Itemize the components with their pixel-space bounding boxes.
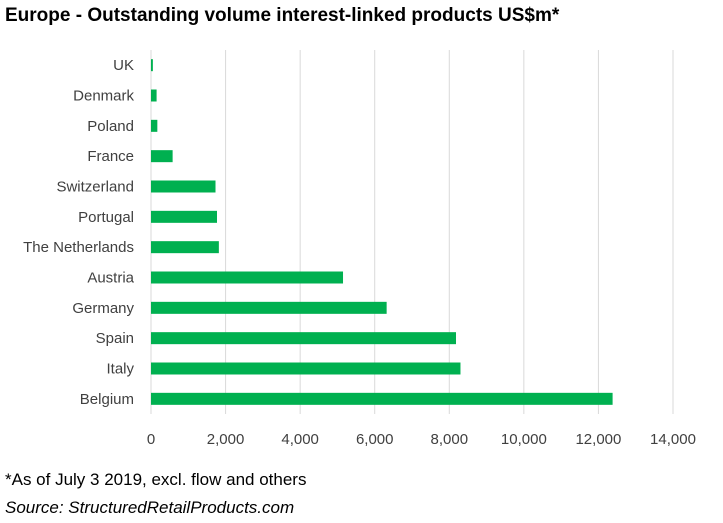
category-label: Switzerland xyxy=(56,179,134,196)
bar xyxy=(151,332,456,345)
x-tick-label: 10,000 xyxy=(501,431,547,448)
bar xyxy=(151,89,157,102)
source-note: Source: StructuredRetailProducts.com xyxy=(5,498,295,517)
x-tick-label: 0 xyxy=(147,431,155,448)
category-label: Denmark xyxy=(73,88,134,105)
gridlines xyxy=(150,50,674,414)
category-label: UK xyxy=(113,57,134,74)
x-tick-label: 12,000 xyxy=(575,431,621,448)
category-label: Spain xyxy=(96,330,134,347)
bar xyxy=(151,119,158,132)
bar xyxy=(151,362,461,375)
x-tick-label: 8,000 xyxy=(431,431,469,448)
bar xyxy=(151,301,387,314)
footnote: *As of July 3 2019, excl. flow and other… xyxy=(5,470,307,489)
category-label: The Netherlands xyxy=(23,239,134,256)
bar xyxy=(151,392,613,405)
category-label: Germany xyxy=(72,300,134,317)
category-label: Belgium xyxy=(80,391,134,408)
category-label: Italy xyxy=(106,361,134,378)
category-label: Poland xyxy=(87,118,134,135)
x-tick-label: 14,000 xyxy=(650,431,696,448)
bar xyxy=(151,180,216,193)
category-labels: UK Denmark Poland France Switzerland Portugal… xyxy=(23,57,135,408)
bars xyxy=(151,59,613,405)
x-tick-label: 2,000 xyxy=(207,431,245,448)
bar xyxy=(151,59,153,72)
chart-title: Europe - Outstanding volume interest-lin… xyxy=(5,5,560,26)
bar xyxy=(151,210,217,223)
x-tick-labels: 0 2,000 4,000 6,000 8,000 10,000 12,000 14,000 xyxy=(147,431,696,448)
x-tick-label: 6,000 xyxy=(356,431,394,448)
category-label: Austria xyxy=(87,270,134,287)
bar xyxy=(151,150,173,163)
bar xyxy=(151,271,344,284)
category-label: France xyxy=(87,148,134,165)
category-label: Portugal xyxy=(78,209,134,226)
bar xyxy=(151,241,219,254)
x-tick-label: 4,000 xyxy=(281,431,319,448)
